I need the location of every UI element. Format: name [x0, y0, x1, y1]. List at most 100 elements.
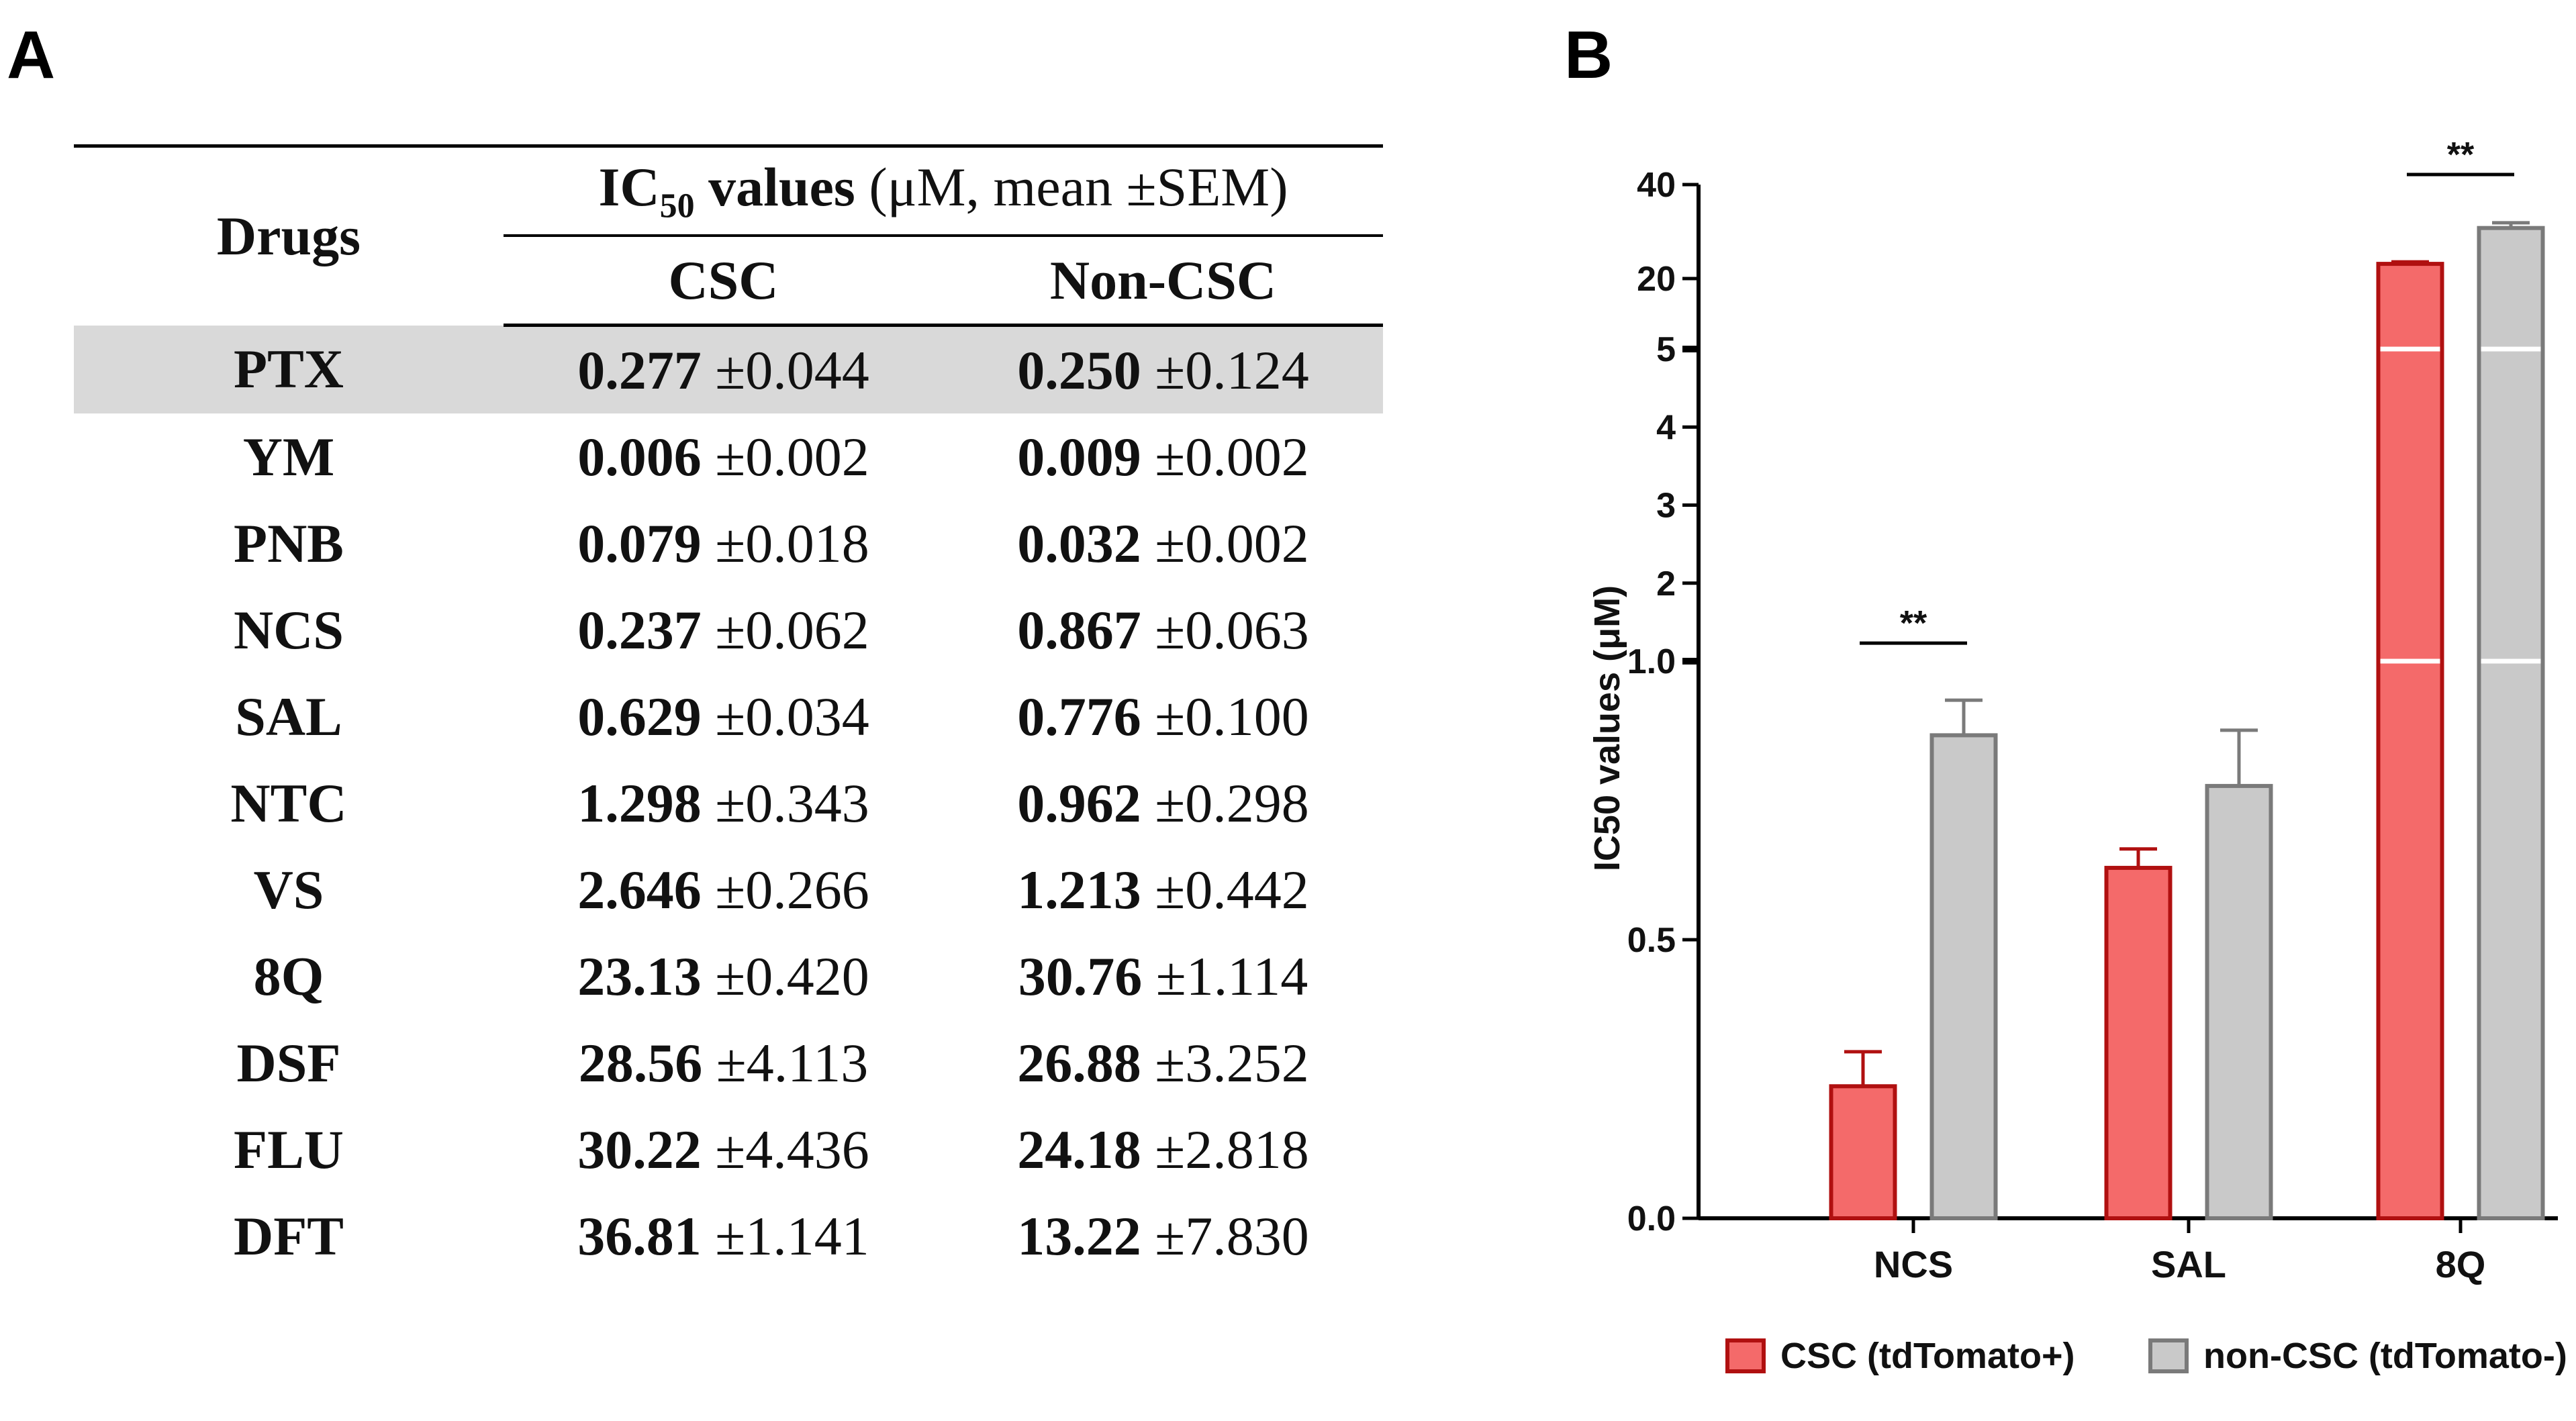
drugs-header: Drugs — [74, 144, 504, 326]
y-tick-label: 5 — [1656, 330, 1676, 369]
non-csc-value-cell: 30.76 ±1.114 — [943, 933, 1383, 1020]
table-row: YM 0.006 ±0.002 0.009 ±0.002 — [74, 413, 1383, 500]
panel-label-a: A — [7, 17, 56, 93]
non-csc-value-cell: 24.18 ±2.818 — [943, 1106, 1383, 1193]
sem-value: ±0.002 — [715, 426, 869, 487]
non-csc-value-cell: 26.88 ±3.252 — [943, 1020, 1383, 1106]
mean-value: 0.776 — [1017, 685, 1141, 747]
mean-value: 0.079 — [577, 512, 702, 574]
csc-value-cell: 0.006 ±0.002 — [504, 413, 943, 500]
sem-value: ±0.002 — [1155, 512, 1309, 574]
y-tick-label: 2 — [1656, 565, 1676, 603]
y-tick-label: 0.5 — [1627, 921, 1676, 960]
sem-value: ±0.062 — [715, 599, 869, 660]
bar-8q-csc — [2376, 262, 2444, 1221]
non-csc-header: Non-CSC — [943, 236, 1383, 327]
sem-value: ±0.063 — [1155, 599, 1309, 660]
csc-value-cell: 0.237 ±0.062 — [504, 587, 943, 673]
csc-value-cell: 28.56 ±4.113 — [504, 1020, 943, 1106]
non-csc-value-cell: 0.250 ±0.124 — [943, 325, 1383, 413]
sem-value: ±0.124 — [1155, 339, 1309, 401]
sem-value: ±0.298 — [1155, 772, 1309, 834]
sem-value: ±0.420 — [715, 945, 869, 1007]
mean-value: 0.032 — [1017, 512, 1141, 574]
mean-value: 0.629 — [577, 685, 702, 747]
table-row: PTX 0.277 ±0.044 0.250 ±0.124 — [74, 325, 1383, 413]
table-row: DFT 36.81 ±1.141 13.22 ±7.830 — [74, 1193, 1383, 1279]
non-csc-value-cell: 0.032 ±0.002 — [943, 500, 1383, 587]
sem-value: ±0.044 — [715, 339, 869, 401]
bar-ncs-csc — [1829, 1084, 1897, 1221]
mean-value: 2.646 — [577, 859, 702, 920]
non-csc-value-cell: 0.962 ±0.298 — [943, 760, 1383, 846]
mean-value: 30.76 — [1018, 945, 1143, 1007]
bars — [1829, 221, 2545, 1221]
x-tick-label: 8Q — [2436, 1243, 2486, 1285]
csc-value-cell: 0.277 ±0.044 — [504, 325, 943, 413]
y-tick-label: 40 — [1637, 166, 1676, 205]
mean-value: 0.250 — [1017, 339, 1141, 401]
ic50-group-header: IC50 values (μM, mean ±SEM) — [504, 144, 1383, 237]
table-row: 8Q 23.13 ±0.420 30.76 ±1.114 — [74, 933, 1383, 1020]
csc-value-cell: 2.646 ±0.266 — [504, 846, 943, 933]
csc-value-cell: 30.22 ±4.436 — [504, 1106, 943, 1193]
bar-ncs-non-csc — [1929, 733, 1998, 1220]
x-tick-label: NCS — [1874, 1243, 1953, 1285]
csc-value-cell: 0.629 ±0.034 — [504, 673, 943, 760]
sem-value: ±0.266 — [715, 859, 869, 920]
y-axis-label: IC50 values (μM) — [1587, 585, 1627, 871]
table-row: NTC 1.298 ±0.343 0.962 ±0.298 — [74, 760, 1383, 846]
drug-cell: PNB — [234, 512, 344, 574]
legend-item-csc: CSC (tdTomato+) — [1725, 1332, 2074, 1379]
mean-value: 36.81 — [577, 1205, 702, 1267]
mean-value: 28.56 — [578, 1032, 703, 1093]
sem-value: ±4.436 — [715, 1118, 869, 1180]
mean-value: 0.009 — [1017, 426, 1141, 487]
sem-value: ±0.442 — [1155, 859, 1309, 920]
drug-cell: NTC — [230, 772, 347, 834]
sem-value: ±0.018 — [715, 512, 869, 574]
non-csc-value-cell: 1.213 ±0.442 — [943, 846, 1383, 933]
table-row: FLU 30.22 ±4.436 24.18 ±2.818 — [74, 1106, 1383, 1193]
drug-cell: FLU — [234, 1118, 344, 1180]
mean-value: 0.237 — [577, 599, 702, 660]
drug-cell: VS — [253, 859, 324, 920]
mean-value: 0.006 — [577, 426, 702, 487]
legend-label-csc: CSC (tdTomato+) — [1780, 1336, 2075, 1376]
table-row: DSF 28.56 ±4.113 26.88 ±3.252 — [74, 1020, 1383, 1106]
legend-swatch-non-csc — [2148, 1338, 2189, 1373]
y-tick-label: 1.0 — [1627, 642, 1676, 681]
table-row: PNB 0.079 ±0.018 0.032 ±0.002 — [74, 500, 1383, 587]
significance-label: ** — [1900, 604, 1927, 643]
mean-value: 0.277 — [577, 339, 702, 401]
non-csc-value-cell: 0.009 ±0.002 — [943, 413, 1383, 500]
y-tick-label: 4 — [1656, 408, 1676, 447]
mean-value: 13.22 — [1017, 1205, 1141, 1267]
csc-value-cell: 23.13 ±0.420 — [504, 933, 943, 1020]
bar-8q-non-csc — [2477, 226, 2545, 1220]
csc-value-cell: 0.079 ±0.018 — [504, 500, 943, 587]
sem-value: ±3.252 — [1155, 1032, 1309, 1093]
non-csc-value-cell: 0.776 ±0.100 — [943, 673, 1383, 760]
sem-value: ±1.114 — [1155, 945, 1308, 1007]
y-tick-label: 20 — [1637, 260, 1676, 299]
y-tick-label: 3 — [1656, 487, 1676, 526]
table-row: VS 2.646 ±0.266 1.213 ±0.442 — [74, 846, 1383, 933]
mean-value: 0.962 — [1017, 772, 1141, 834]
mean-value: 23.13 — [577, 945, 702, 1007]
drug-cell: NCS — [233, 599, 344, 660]
table-body: PTX 0.277 ±0.044 0.250 ±0.124 YM 0.006 ±0.00… — [74, 325, 1383, 1280]
mean-value: 30.22 — [577, 1118, 702, 1180]
mean-value: 0.867 — [1017, 599, 1141, 660]
sem-value: ±0.343 — [715, 772, 869, 834]
table-row: SAL 0.629 ±0.034 0.776 ±0.100 — [74, 673, 1383, 760]
drug-cell: 8Q — [253, 945, 324, 1007]
y-tick-label: 0.0 — [1627, 1199, 1676, 1238]
sem-value: ±7.830 — [1155, 1205, 1309, 1267]
significance-label: ** — [2447, 136, 2475, 175]
ic50-table: Drugs IC50 values (μM, mean ±SEM) CSC No… — [74, 144, 1383, 1279]
drug-cell: DSF — [236, 1032, 341, 1093]
non-csc-value-cell: 0.867 ±0.063 — [943, 587, 1383, 673]
mean-value: 1.298 — [577, 772, 702, 834]
axes: 0.0 0.5 1.0 2 3 4 5 20 40 IC50 values (μM) NCS SAL 8… — [1587, 166, 2558, 1285]
